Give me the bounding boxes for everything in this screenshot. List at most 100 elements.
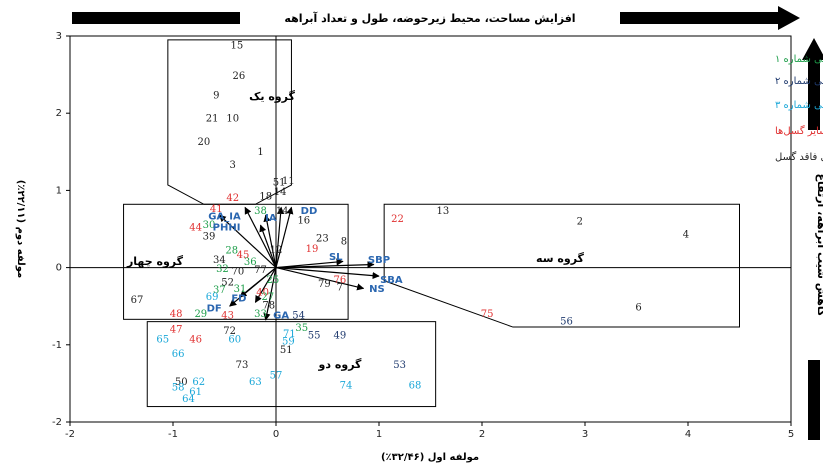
y-axis-label: مولفه دوم (۲۲/۱۱٪) (15, 180, 26, 278)
y-tick-label: 0 (56, 263, 62, 274)
subbasin-point: 54 (292, 310, 305, 321)
subbasin-point: 67 (131, 295, 144, 306)
subbasin-point: 18 (259, 192, 272, 203)
subbasin-point: 36 (244, 257, 257, 268)
subbasin-point: 31 (234, 284, 247, 295)
variable-label: SL (329, 252, 343, 263)
subbasin-point: 3 (230, 160, 236, 171)
subbasin-point: 47 (170, 324, 183, 335)
x-tick-label: 0 (273, 429, 279, 440)
subbasin-point: 32 (216, 264, 229, 275)
loading-vector (259, 224, 277, 268)
subbasin-point: 57 (270, 371, 283, 382)
right-banner: کاهش شیب آبراهه، ارتفاع (802, 38, 823, 440)
subbasin-point: 58 (172, 382, 185, 393)
y-tick-label: 2 (56, 108, 62, 119)
subbasin-point: 40 (256, 287, 269, 298)
loading-vector (275, 258, 344, 269)
subbasin-point: 61 (189, 387, 202, 398)
x-tick-label: 4 (685, 429, 691, 440)
right-banner-text: کاهش شیب آبراهه، ارتفاع (815, 174, 823, 318)
subbasin-point: 48 (170, 309, 183, 320)
subbasin-point: 77 (254, 265, 267, 276)
subbasin-point: 79 (318, 279, 331, 290)
subbasin-point: 72 (223, 326, 236, 337)
loading-vector (275, 267, 365, 291)
subbasin-point: 53 (393, 360, 406, 371)
subbasin-point: 6 (635, 303, 641, 314)
subbasin-point: 42 (226, 193, 239, 204)
subbasin-point: 1 (257, 147, 263, 158)
subbasin-point: 30 (203, 220, 216, 231)
subbasin-point: 55 (308, 331, 321, 342)
subbasin-point: 12 (270, 245, 283, 256)
subbasin-point: 65 (156, 334, 169, 345)
subbasin-point: 38 (254, 206, 267, 217)
group-two-box (146, 321, 437, 408)
subbasin-point: 50 (175, 377, 188, 388)
variable-label: IA (265, 213, 277, 224)
subbasin-point: 25 (267, 275, 280, 286)
variable-label: DF (207, 304, 222, 315)
subbasin-point: 8 (341, 236, 347, 247)
loading-vector (218, 214, 277, 269)
group-two-label: گروه دو (318, 358, 362, 371)
subbasin-point: 74 (340, 381, 353, 392)
loading-vector (229, 267, 277, 307)
subbasin-point: 66 (172, 349, 185, 360)
subbasin-point: 49 (333, 331, 346, 342)
subbasin-point: 75 (481, 309, 494, 320)
subbasin-point: 51 (280, 345, 293, 356)
subbasin-point: 37 (213, 285, 226, 296)
subbasin-point: 35 (295, 323, 308, 334)
loading-vector (275, 206, 285, 268)
loading-vector (254, 267, 277, 303)
subbasin-point: 51 (273, 178, 286, 189)
subbasin-point: 52 (221, 277, 234, 288)
subbasin-point: 41 (210, 204, 223, 215)
y-tick-label: -2 (52, 417, 62, 428)
subbasin-point: 14 (274, 187, 287, 198)
subbasin-point: 4 (683, 229, 689, 240)
subbasin-point: 43 (221, 310, 234, 321)
subbasin-point: 23 (316, 233, 329, 244)
subbasin-point: 68 (409, 381, 422, 392)
x-tick-label: 2 (479, 429, 485, 440)
top-banner-text: افزایش مساحت، محیط زیرحوضه، طول و تعداد … (284, 11, 575, 25)
variable-label: PHHI (213, 222, 241, 233)
plot-frame (69, 35, 792, 423)
x-tick-label: 1 (376, 429, 382, 440)
legend-item-zone-2: زیرحوضه‌های قرار گرفته بر روی زوم گسلی ش… (775, 75, 823, 87)
loading-vector (263, 267, 277, 321)
variable-label: FD (231, 293, 246, 304)
subbasin-point: 69 (206, 292, 219, 303)
subbasin-point: 63 (249, 377, 262, 388)
subbasin-point: 19 (306, 244, 319, 255)
subbasin-point: 28 (225, 246, 238, 257)
subbasin-point: 34 (213, 255, 226, 266)
subbasin-point: 39 (203, 232, 216, 243)
y-tick-label: 1 (56, 185, 62, 196)
x-axis-label: مولفه اول (۳۲/۴۶٪) (381, 452, 479, 463)
subbasin-point: 20 (198, 137, 211, 148)
subbasin-point: 7 (337, 283, 343, 294)
variable-label: SBA (380, 275, 403, 286)
loading-vector (244, 206, 277, 268)
right-banner-label-bg (803, 130, 823, 360)
top-banner-label-bg (240, 9, 620, 27)
subbasin-point: 21 (206, 114, 219, 125)
variable-label: NS (369, 284, 385, 295)
legend-item-zone-3: زیرحوضه‌های قرار گرفته بر روی زوم گسلی ش… (775, 99, 823, 111)
legend-item-zone-1: زیرحوضه‌های قرار گرفته بر روی زوم گسلی ش… (775, 53, 823, 65)
x-tick-label: 5 (788, 429, 794, 440)
loading-vector (275, 267, 380, 280)
legend: زیرحوضه‌های قرار گرفته بر روی زوم گسلی ش… (775, 53, 823, 163)
subbasin-point: 29 (194, 309, 207, 320)
subbasin-point: 60 (228, 334, 241, 345)
subbasin-point: 22 (391, 214, 404, 225)
subbasin-point: 2 (577, 216, 583, 227)
x-tick-label: -2 (65, 429, 75, 440)
loading-vectors (218, 206, 380, 321)
